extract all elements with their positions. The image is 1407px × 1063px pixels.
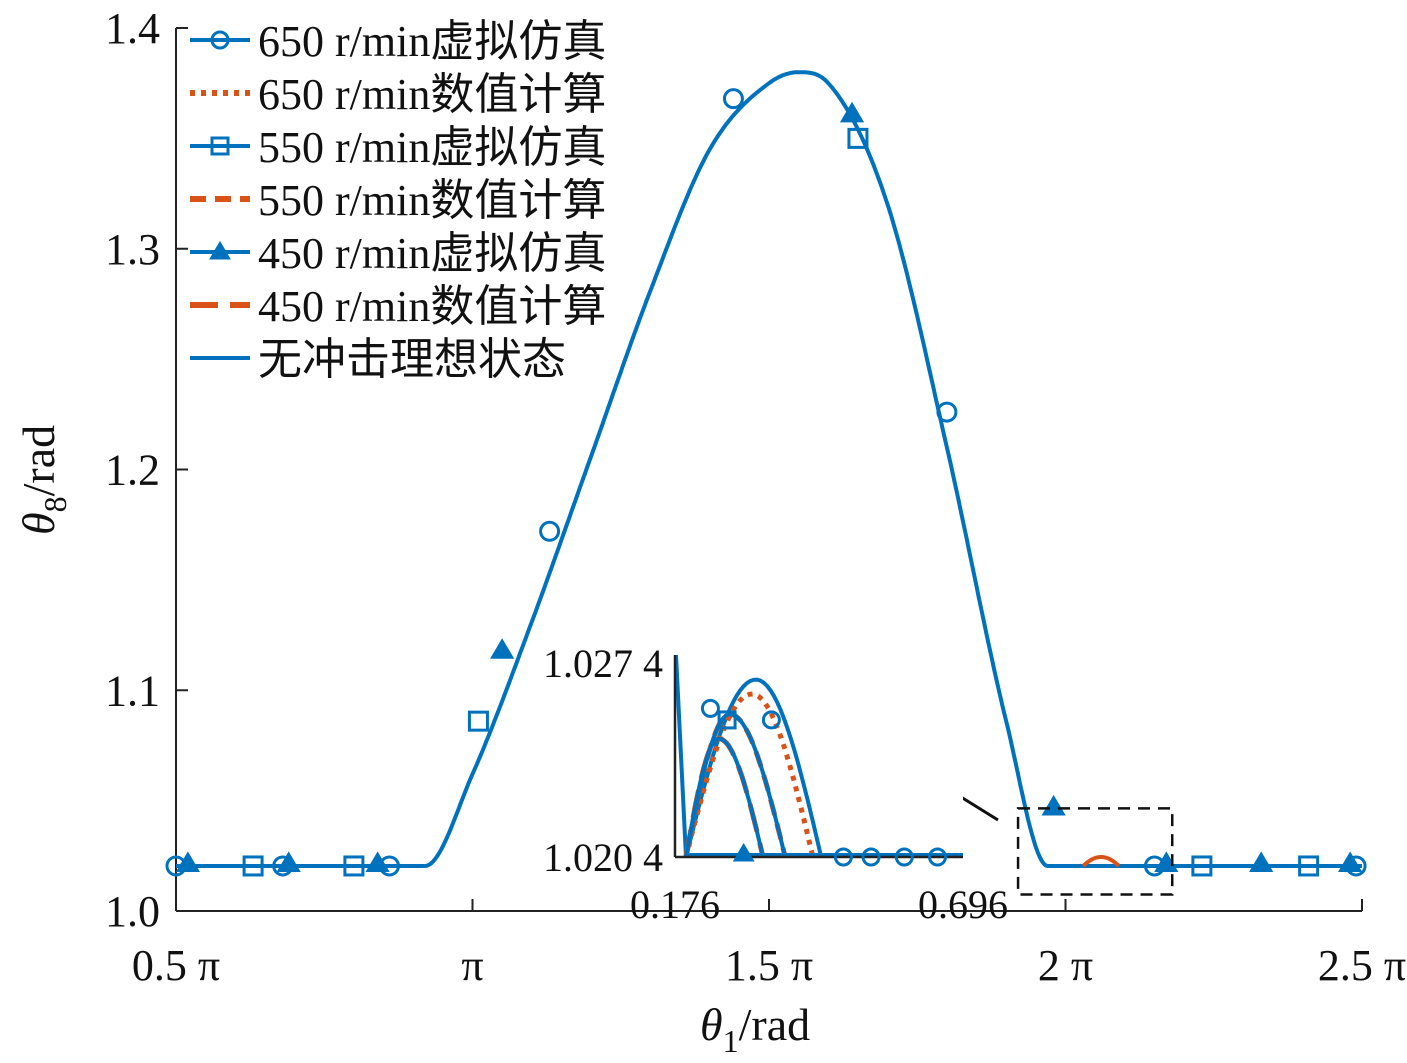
inset-triangle-marker <box>732 842 755 862</box>
square-marker <box>467 710 489 732</box>
legend-triangle-marker <box>209 240 231 260</box>
legend-label: 550 r/min虚拟仿真 <box>258 123 606 172</box>
inset-square-marker <box>717 710 737 730</box>
circle-marker <box>936 401 958 423</box>
inset-plot: 0.176 0.696 1.020 4 1.027 4 <box>543 641 1008 927</box>
y-axis-label-unit: /rad <box>13 425 64 497</box>
triangle-marker <box>839 101 865 123</box>
triangle-marker <box>1338 851 1363 873</box>
y-tick-label: 1.3 <box>105 225 160 274</box>
inset-circle-marker <box>761 710 781 730</box>
inset-background <box>675 655 963 857</box>
x-axis-label-symbol: θ <box>700 999 723 1050</box>
inset-y-tick-label: 1.027 4 <box>543 641 663 686</box>
x-tick-label: 1.5 π <box>725 941 813 990</box>
legend-label: 无冲击理想状态 <box>258 335 566 384</box>
square-marker <box>1298 855 1320 877</box>
numerical-bump-line <box>1081 854 1121 868</box>
x-axis-label: θ1/rad <box>700 999 810 1059</box>
main-ticks: 0.5 π π 1.5 π 2 π 2.5 π 1.0 1.1 1.2 1.3 1.4 <box>105 4 1406 990</box>
inset-circle-marker <box>700 698 720 718</box>
y-tick-label: 1.2 <box>105 446 160 495</box>
x-tick-label: 0.5 π <box>132 941 220 990</box>
inset-spike-line <box>674 654 688 858</box>
x-tick-label: π <box>461 941 483 990</box>
y-tick-label: 1.1 <box>105 666 160 715</box>
inset-curve <box>684 736 766 858</box>
legend-square-marker <box>210 136 230 156</box>
legend-label: 650 r/min虚拟仿真 <box>258 17 606 66</box>
legend-label: 550 r/min数值计算 <box>258 176 606 225</box>
square-marker <box>1191 855 1213 877</box>
triangle-marker <box>175 851 200 873</box>
y-axis-label-subscript: 8 <box>37 496 73 512</box>
legend-label: 450 r/min数值计算 <box>258 282 606 331</box>
main-markers <box>165 88 1367 877</box>
triangle-marker <box>1041 794 1066 816</box>
legend-label: 650 r/min数值计算 <box>258 70 606 119</box>
triangle-marker <box>276 851 301 873</box>
y-axis-label-symbol: θ <box>13 512 64 535</box>
square-marker <box>847 127 869 149</box>
x-tick-label: 2 π <box>1038 941 1093 990</box>
square-marker <box>343 855 365 877</box>
circle-marker <box>722 88 744 110</box>
inset-x-tick-label: 0.176 <box>630 882 720 927</box>
legend-label: 450 r/min虚拟仿真 <box>258 229 606 278</box>
y-tick-label: 1.0 <box>105 887 160 936</box>
triangle-marker <box>365 851 390 873</box>
y-axis-label: θ8/rad <box>13 425 73 535</box>
triangle-marker <box>1154 851 1179 873</box>
inset-y-tick-label: 1.020 4 <box>543 835 663 880</box>
square-marker <box>242 855 264 877</box>
legend-circle-marker <box>210 30 230 50</box>
inset-circle-marker <box>833 847 853 867</box>
y-tick-label: 1.4 <box>105 4 160 53</box>
x-axis-label-unit: /rad <box>739 999 811 1050</box>
inset-circle-marker <box>861 847 881 867</box>
triangle-marker <box>490 638 515 659</box>
inset-circle-marker <box>928 847 948 867</box>
inset-x-tick-label: 0.696 <box>918 882 1008 927</box>
x-axis-label-subscript: 1 <box>723 1023 739 1059</box>
inset-circle-marker <box>894 847 914 867</box>
zoom-box <box>1016 807 1174 896</box>
triangle-marker <box>1249 851 1274 873</box>
x-tick-label: 2.5 π <box>1318 941 1406 990</box>
circle-marker <box>539 520 561 542</box>
inset-curve <box>683 691 816 858</box>
